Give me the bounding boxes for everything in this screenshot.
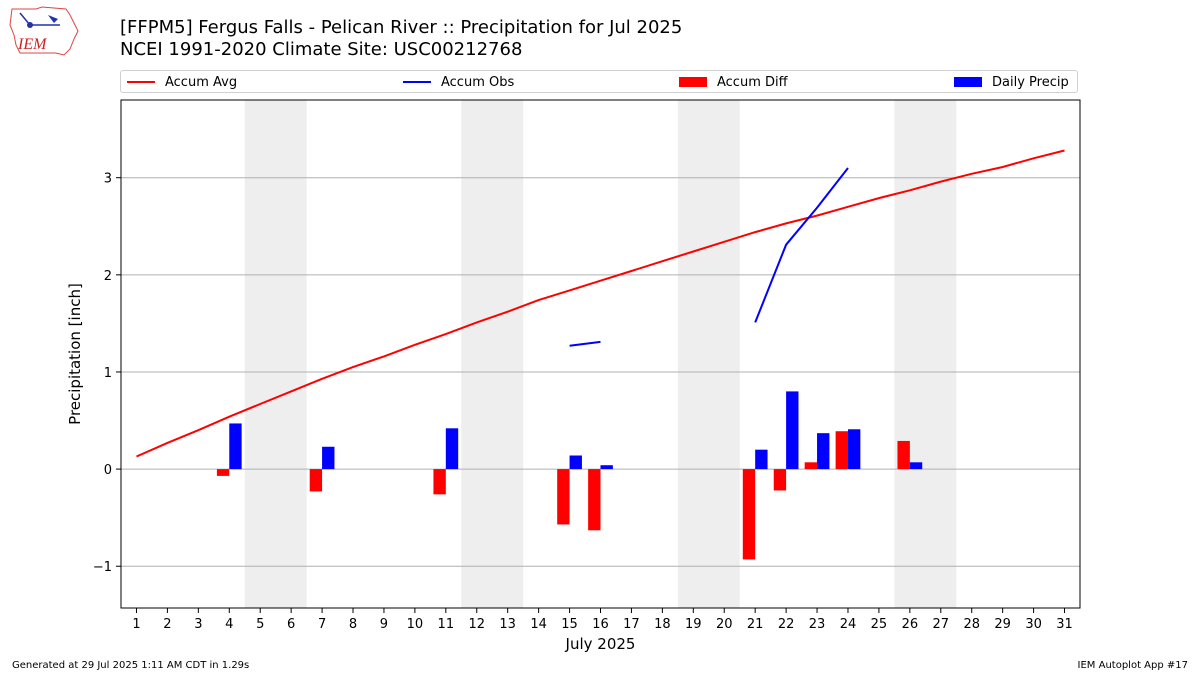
footer-generated: Generated at 29 Jul 2025 1:11 AM CDT in … (12, 660, 250, 671)
x-axis-label: July 2025 (565, 635, 636, 653)
y-axis-label: Precipitation [inch] (66, 283, 84, 425)
x-tick-label-5: 5 (256, 617, 264, 632)
bars (216, 391, 923, 560)
accum-diff-bar-day-23 (804, 462, 818, 470)
series-lines (136, 149, 1065, 458)
x-tick-label-15: 15 (561, 617, 578, 632)
daily-precip-bar-day-7 (322, 446, 335, 470)
legend-item-daily-precip: Daily Precip (954, 73, 1069, 91)
x-tick-label-11: 11 (438, 617, 455, 632)
accum-diff-bar-day-15 (557, 469, 570, 525)
weekend-band-1 (461, 100, 524, 608)
x-tick-label-18: 18 (654, 617, 671, 632)
x-tick-label-2: 2 (163, 617, 171, 632)
legend-item-accum-avg: Accum Avg (127, 73, 237, 91)
x-tick-label-8: 8 (349, 617, 357, 632)
accum-avg-line (136, 149, 1065, 458)
legend-swatch-accum-obs (403, 81, 431, 83)
x-tick-label-10: 10 (407, 617, 424, 632)
daily-precip-bar-day-15 (569, 455, 582, 470)
y-axis: −1 0 1 2 3 (93, 172, 121, 575)
x-axis: 1 2 3 4 5 6 7 8 9 10 11 12 13 14 15 16 17 18 19 20 21 22 23 24 2… (132, 608, 1073, 632)
x-tick-label-19: 19 (685, 617, 702, 632)
weekend-band-2 (677, 100, 740, 608)
accum-diff-bar-day-24 (835, 431, 848, 470)
daily-precip-bar-day-26 (909, 462, 923, 470)
legend: Accum Avg Accum Obs Accum Diff Daily Pre… (120, 70, 1078, 93)
daily-precip-bar-day-4 (229, 423, 242, 470)
x-tick-label-16: 16 (592, 617, 609, 632)
accum-diff-bar-day-16 (588, 469, 601, 531)
weekend-shading (244, 100, 957, 608)
x-tick-label-29: 29 (994, 617, 1011, 632)
legend-swatch-accum-diff (679, 77, 707, 87)
x-tick-label-6: 6 (287, 617, 295, 632)
chart-title: [FFPM5] Fergus Falls - Pelican River :: … (120, 17, 683, 38)
legend-label-accum-obs: Accum Obs (441, 74, 515, 90)
x-tick-label-9: 9 (380, 617, 388, 632)
x-tick-label-3: 3 (194, 617, 202, 632)
accum-diff-bar-day-26 (897, 440, 910, 470)
x-tick-label-21: 21 (747, 617, 764, 632)
weekend-band-3 (894, 100, 957, 608)
y-tick-label-0: 0 (104, 463, 112, 478)
legend-swatch-daily-precip (954, 77, 982, 87)
x-tick-label-30: 30 (1025, 617, 1042, 632)
y-tick-label--1: −1 (93, 560, 112, 575)
x-tick-label-28: 28 (963, 617, 980, 632)
legend-label-daily-precip: Daily Precip (992, 74, 1069, 90)
y-tick-label-2: 2 (104, 269, 112, 284)
x-tick-label-22: 22 (778, 617, 795, 632)
chart-subtitle: NCEI 1991-2020 Climate Site: USC00212768 (120, 39, 523, 60)
x-tick-label-7: 7 (318, 617, 326, 632)
legend-label-accum-avg: Accum Avg (165, 74, 238, 90)
x-tick-label-1: 1 (132, 617, 140, 632)
accum-obs-line-1 (754, 167, 849, 323)
accum-diff-bar-day-22 (773, 469, 787, 491)
x-tick-label-20: 20 (716, 617, 733, 632)
weekend-band-0 (244, 100, 307, 608)
x-tick-label-31: 31 (1056, 617, 1073, 632)
daily-precip-bar-day-23 (817, 433, 830, 470)
x-tick-label-26: 26 (902, 617, 919, 632)
daily-precip-bar-day-21 (755, 449, 768, 470)
legend-item-accum-obs: Accum Obs (403, 73, 514, 91)
accum-diff-bar-day-4 (216, 469, 230, 476)
x-tick-label-13: 13 (499, 617, 516, 632)
accum-diff-bar-day-11 (433, 469, 446, 495)
logo-text: IEM (17, 36, 48, 53)
x-tick-label-14: 14 (530, 617, 547, 632)
iem-logo: IEM (9, 6, 79, 56)
accum-diff-bar-day-21 (742, 469, 756, 560)
y-tick-label-3: 3 (104, 172, 112, 187)
x-tick-label-27: 27 (933, 617, 950, 632)
accum-diff-bar-day-7 (309, 469, 323, 492)
y-tick-label-1: 1 (104, 366, 112, 381)
x-tick-label-24: 24 (840, 617, 857, 632)
daily-precip-bar-day-11 (445, 428, 459, 470)
daily-precip-bar-day-16 (600, 465, 613, 470)
daily-precip-bar-day-22 (786, 391, 799, 470)
daily-precip-bar-day-24 (847, 429, 861, 470)
legend-item-accum-diff: Accum Diff (679, 73, 788, 91)
x-tick-label-25: 25 (871, 617, 888, 632)
legend-label-accum-diff: Accum Diff (717, 74, 788, 90)
x-tick-label-23: 23 (809, 617, 826, 632)
accum-obs-line-0 (569, 340, 601, 347)
legend-swatch-accum-avg (127, 81, 155, 83)
x-tick-label-17: 17 (623, 617, 640, 632)
x-tick-label-4: 4 (225, 617, 233, 632)
footer-app: IEM Autoplot App #17 (1077, 660, 1188, 671)
x-tick-label-12: 12 (468, 617, 485, 632)
